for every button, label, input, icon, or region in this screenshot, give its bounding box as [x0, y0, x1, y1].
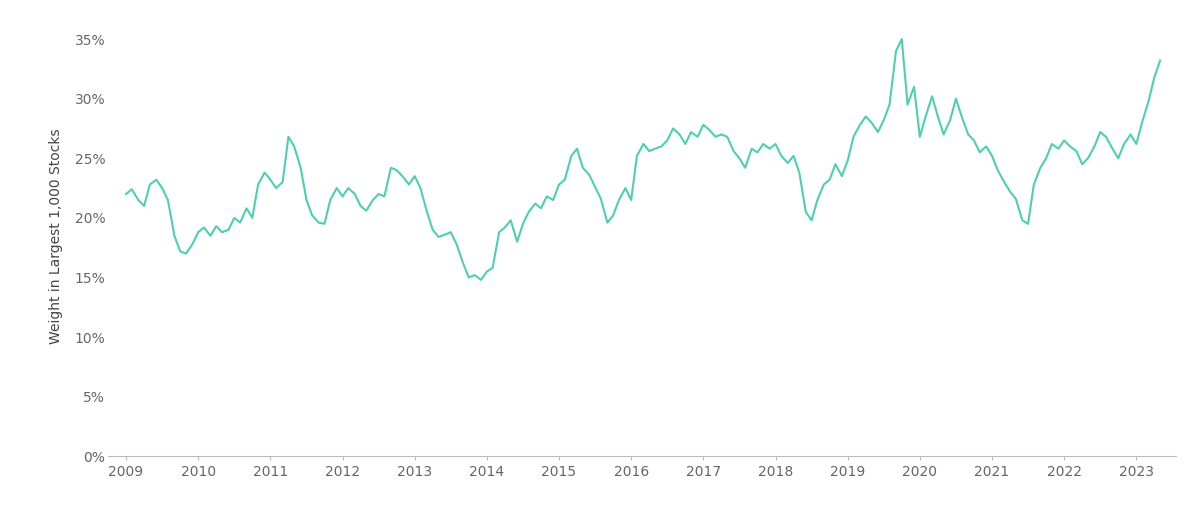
Y-axis label: Weight in Largest 1,000 Stocks: Weight in Largest 1,000 Stocks [49, 128, 64, 344]
